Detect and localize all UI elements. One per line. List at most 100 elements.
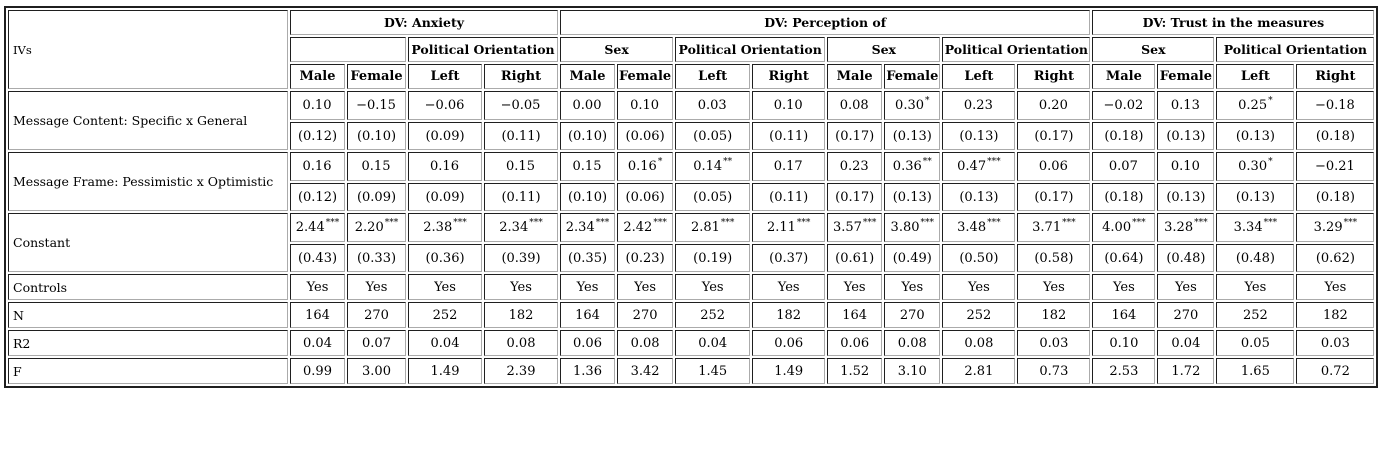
stat-value-cell: 252 — [942, 302, 1016, 328]
estimate-cell: 3.71*** — [1017, 213, 1091, 242]
stat-value-cell: 0.08 — [942, 330, 1016, 356]
estimate-cell: 0.10 — [617, 91, 674, 120]
coef-row-label: Constant — [8, 213, 288, 272]
column-header: Right — [1017, 64, 1091, 89]
subgroup-header: Political Orientation — [675, 37, 826, 62]
stat-value-cell: 2.81 — [942, 358, 1016, 384]
stat-value-cell: 270 — [884, 302, 941, 328]
stat-value-cell: 0.07 — [347, 330, 406, 356]
estimate-cell: 0.16 — [290, 152, 345, 181]
stat-row-label: R2 — [8, 330, 288, 356]
stat-value-cell: 3.42 — [617, 358, 674, 384]
se-cell: (0.06) — [617, 122, 674, 150]
estimate-cell: 3.57*** — [827, 213, 883, 242]
estimate-value: 0.06 — [1038, 159, 1068, 174]
estimate-cell: 0.47*** — [942, 152, 1016, 181]
se-cell: (0.13) — [1216, 122, 1295, 150]
estimate-value: 0.17 — [773, 159, 803, 174]
subgroup-header: Political Orientation — [942, 37, 1091, 62]
estimate-cell: 0.07 — [1092, 152, 1156, 181]
significance-stars: *** — [1263, 217, 1278, 228]
subgroup-header: Sex — [1092, 37, 1215, 62]
header-row-subgroup: Political Orientation Sex Political Orient… — [8, 37, 1375, 62]
column-header: Left — [675, 64, 751, 89]
significance-stars: ** — [922, 156, 932, 167]
column-header: Male — [560, 64, 615, 89]
stat-value-cell: 0.04 — [408, 330, 482, 356]
column-header: Male — [827, 64, 883, 89]
stat-value-cell: 0.06 — [752, 330, 826, 356]
significance-stars: *** — [595, 217, 610, 228]
se-cell: (0.10) — [560, 122, 615, 150]
estimate-cell: 0.14** — [675, 152, 751, 181]
se-cell: (0.11) — [484, 183, 558, 211]
stat-value-cell: 1.49 — [752, 358, 826, 384]
estimate-cell: 2.20*** — [347, 213, 406, 242]
estimate-row: Message Frame: Pessimistic x Optimistic 0… — [8, 152, 1375, 211]
se-cell: (0.64) — [1092, 244, 1156, 272]
stat-value-cell: 0.06 — [827, 330, 883, 356]
estimate-cell: 0.30* — [884, 91, 941, 120]
se-cell: (0.18) — [1092, 122, 1156, 150]
estimate-value: 0.10 — [630, 98, 660, 113]
estimate-cell: 0.08 — [827, 91, 883, 120]
estimate-cell: 2.44*** — [290, 213, 345, 242]
estimate-cell: 0.06 — [1017, 152, 1091, 181]
estimate-cell: 0.30* — [1216, 152, 1295, 181]
significance-stars: ** — [723, 156, 733, 167]
column-header: Female — [1157, 64, 1215, 89]
stat-row-label: Controls — [8, 274, 288, 300]
significance-stars: *** — [384, 217, 399, 228]
se-cell: (0.48) — [1157, 244, 1215, 272]
se-cell: (0.09) — [408, 122, 482, 150]
estimate-value: 0.25 — [1238, 98, 1268, 113]
significance-stars: *** — [1062, 217, 1076, 228]
estimate-cell: −0.02 — [1092, 91, 1156, 120]
estimate-value: −0.05 — [500, 98, 541, 113]
estimate-cell: 0.23 — [942, 91, 1016, 120]
subgroup-header — [290, 37, 406, 62]
subgroup-header: Sex — [827, 37, 941, 62]
estimate-value: 0.47 — [957, 159, 987, 174]
stat-value-cell: 270 — [347, 302, 406, 328]
se-cell: (0.50) — [942, 244, 1016, 272]
stat-value-cell: 0.04 — [290, 330, 345, 356]
estimate-cell: 0.10 — [1157, 152, 1215, 181]
stat-value-cell: 0.03 — [1296, 330, 1375, 356]
estimate-cell: 2.34*** — [484, 213, 558, 242]
estimate-value: 0.03 — [697, 98, 727, 113]
stat-value-cell: 1.49 — [408, 358, 482, 384]
se-row: (0.43) (0.33) (0.36) (0.39) (0.35) (0.23) (0.1… — [8, 244, 1375, 272]
stat-value-cell: 270 — [1157, 302, 1215, 328]
estimate-value: 2.81 — [690, 220, 720, 235]
stat-value-cell: 1.65 — [1216, 358, 1295, 384]
se-cell: (0.05) — [675, 183, 751, 211]
estimate-value: −0.15 — [356, 98, 396, 113]
stat-value-cell: Yes — [484, 274, 558, 300]
estimate-cell: 0.16 — [408, 152, 482, 181]
column-header: Left — [408, 64, 482, 89]
estimate-value: 0.23 — [839, 159, 869, 174]
estimate-value: 0.15 — [506, 159, 535, 174]
se-cell: (0.36) — [408, 244, 482, 272]
estimate-value: 2.34 — [565, 220, 595, 235]
estimate-cell: 0.36** — [884, 152, 941, 181]
se-cell: (0.62) — [1296, 244, 1375, 272]
se-cell: (0.13) — [1216, 183, 1295, 211]
estimate-value: −0.02 — [1103, 98, 1144, 113]
se-cell: (0.13) — [942, 183, 1016, 211]
estimate-cell: 3.80*** — [884, 213, 941, 242]
estimate-cell: 0.00 — [560, 91, 615, 120]
stat-value-cell: 252 — [675, 302, 751, 328]
significance-stars: *** — [529, 217, 543, 228]
estimate-value: 0.00 — [572, 98, 602, 113]
estimate-value: 3.34 — [1233, 220, 1263, 235]
stat-value-cell: 164 — [1092, 302, 1156, 328]
estimate-cell: −0.18 — [1296, 91, 1375, 120]
se-cell: (0.17) — [1017, 122, 1091, 150]
ivs-header-cell: IVs — [8, 10, 288, 89]
significance-stars: *** — [862, 217, 877, 228]
se-cell: (0.37) — [752, 244, 826, 272]
stat-value-cell: 182 — [752, 302, 826, 328]
significance-stars: * — [657, 156, 663, 167]
